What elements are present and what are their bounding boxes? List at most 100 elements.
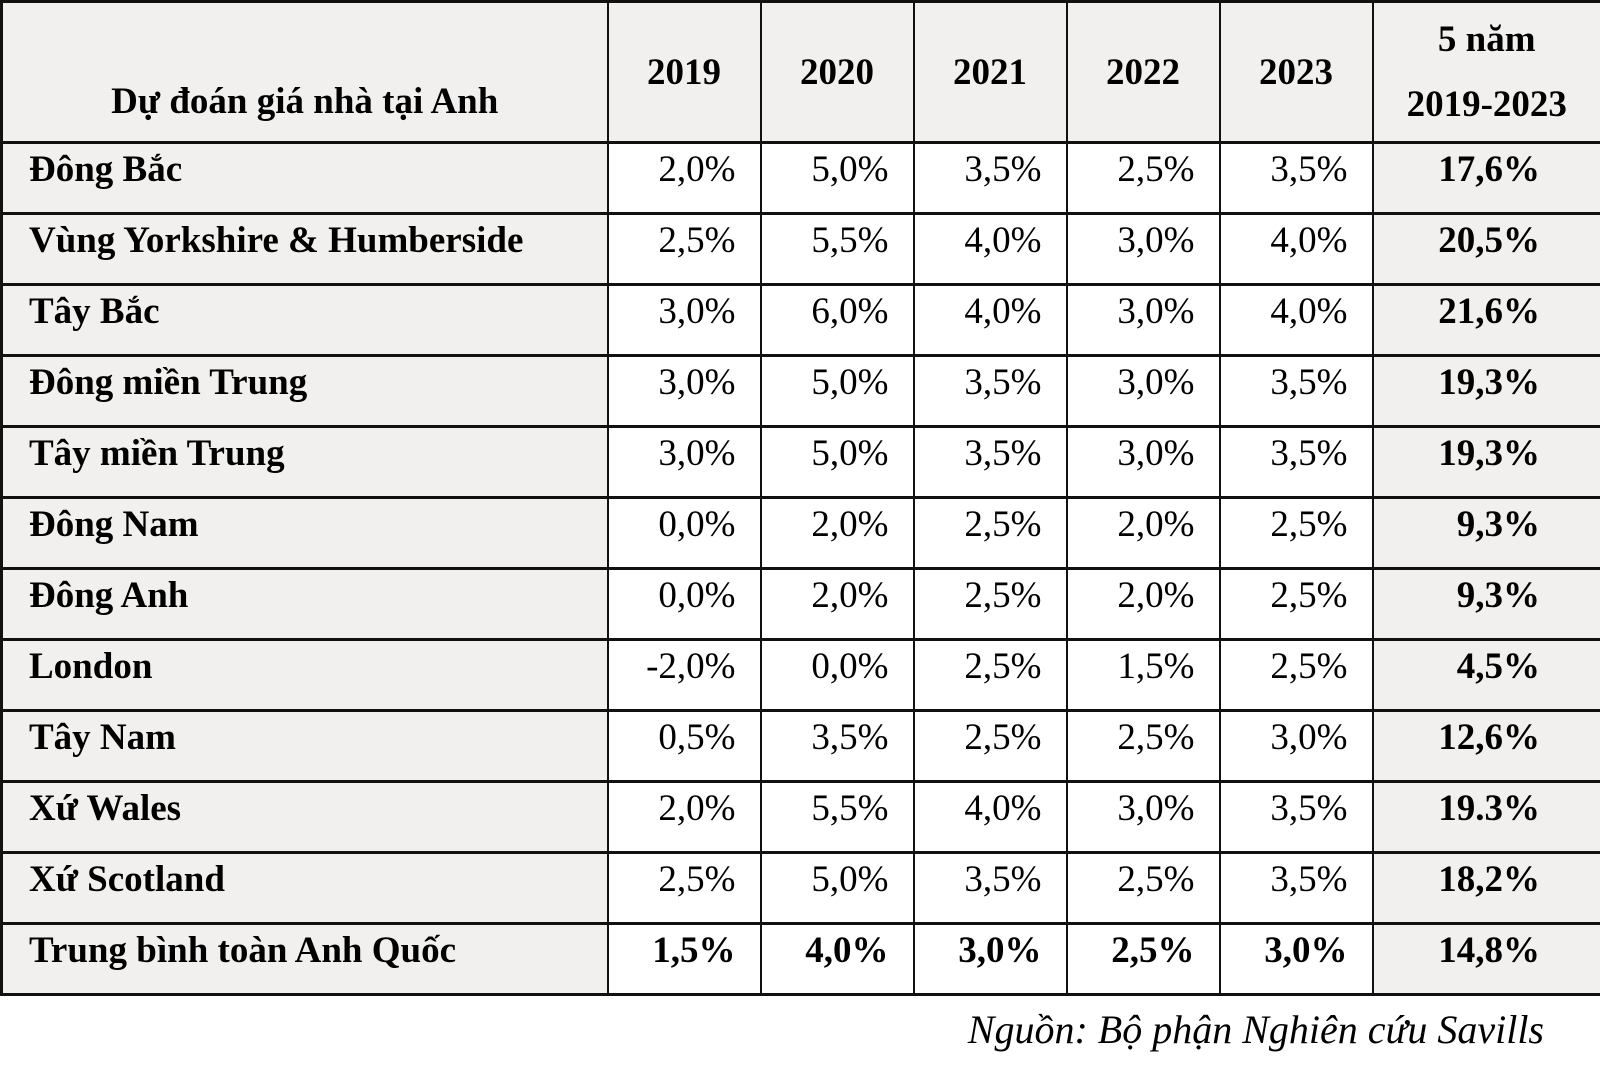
year-value-cell: 2,0% [1065, 567, 1221, 641]
year-value-cell: 4,0% [912, 212, 1068, 286]
year-value-cell: 0,5% [606, 709, 762, 783]
year-value-cell: 3,5% [1218, 851, 1374, 925]
year-value-cell: 3,5% [1218, 141, 1374, 215]
total-header-line1: 5 năm [1437, 19, 1536, 60]
five-year-total-cell: 21,6% [1371, 283, 1600, 357]
five-year-total-cell: 9,3% [1371, 567, 1600, 641]
year-value-cell: 5,0% [759, 354, 915, 428]
year-value-cell: -2,0% [606, 638, 762, 712]
year-value-cell: 4,0% [1218, 283, 1374, 357]
year-header-2021: 2021 [912, 0, 1068, 144]
year-value-cell: 2,0% [606, 780, 762, 854]
year-value-cell: 2,5% [1065, 141, 1221, 215]
year-value-cell: 3,0% [606, 425, 762, 499]
table-row: Xứ Wales 2,0% 5,5% 4,0% 3,0% 3,5% 19.3% [0, 780, 1600, 854]
year-value-cell: 3,5% [1218, 780, 1374, 854]
source-note: Nguồn: Bộ phận Nghiên cứu Savills [967, 1007, 1544, 1052]
year-value-cell: 3,5% [1218, 354, 1374, 428]
year-value-cell: 2,5% [1218, 567, 1374, 641]
year-value-cell: 4,0% [759, 922, 915, 996]
year-value-cell: 2,0% [606, 141, 762, 215]
region-label: Vùng Yorkshire & Humberside [0, 212, 609, 286]
region-label: Tây miền Trung [0, 425, 609, 499]
year-value-cell: 2,5% [912, 709, 1068, 783]
five-year-total-cell: 20,5% [1371, 212, 1600, 286]
region-label: Đông Anh [0, 567, 609, 641]
five-year-total-cell: 4,5% [1371, 638, 1600, 712]
table-row: Xứ Scotland 2,5% 5,0% 3,5% 2,5% 3,5% 18,2% [0, 851, 1600, 925]
five-year-total-cell: 19.3% [1371, 780, 1600, 854]
year-value-cell: 3,0% [606, 283, 762, 357]
year-value-cell: 5,5% [759, 780, 915, 854]
table-row: London -2,0% 0,0% 2,5% 1,5% 2,5% 4,5% [0, 638, 1600, 712]
region-label: Tây Nam [0, 709, 609, 783]
region-label: London [0, 638, 609, 712]
year-value-cell: 3,5% [912, 425, 1068, 499]
year-value-cell: 2,5% [1065, 922, 1221, 996]
table-row: Đông Bắc 2,0% 5,0% 3,5% 2,5% 3,5% 17,6% [0, 141, 1600, 215]
year-value-cell: 2,5% [1065, 709, 1221, 783]
table-row: Tây Bắc 3,0% 6,0% 4,0% 3,0% 4,0% 21,6% [0, 283, 1600, 357]
year-value-cell: 0,0% [606, 567, 762, 641]
five-year-total-cell: 18,2% [1371, 851, 1600, 925]
year-value-cell: 3,0% [1065, 212, 1221, 286]
table-row: Đông Anh 0,0% 2,0% 2,5% 2,0% 2,5% 9,3% [0, 567, 1600, 641]
year-value-cell: 3,5% [912, 851, 1068, 925]
year-value-cell: 2,5% [1218, 638, 1374, 712]
year-value-cell: 3,0% [1065, 425, 1221, 499]
five-year-total-cell: 17,6% [1371, 141, 1600, 215]
five-year-total-cell: 19,3% [1371, 354, 1600, 428]
year-value-cell: 2,5% [606, 212, 762, 286]
region-label: Xứ Wales [0, 780, 609, 854]
year-value-cell: 4,0% [912, 283, 1068, 357]
region-label: Đông Bắc [0, 141, 609, 215]
year-value-cell: 2,5% [912, 638, 1068, 712]
year-value-cell: 2,0% [1065, 496, 1221, 570]
year-value-cell: 1,5% [606, 922, 762, 996]
year-value-cell: 3,0% [912, 922, 1068, 996]
year-value-cell: 2,5% [1218, 496, 1374, 570]
year-value-cell: 2,0% [759, 567, 915, 641]
year-value-cell: 5,0% [759, 425, 915, 499]
five-year-total-cell: 12,6% [1371, 709, 1600, 783]
year-value-cell: 2,0% [759, 496, 915, 570]
five-year-total-cell: 14,8% [1371, 922, 1600, 996]
region-label: Đông Nam [0, 496, 609, 570]
year-value-cell: 3,5% [1218, 425, 1374, 499]
year-value-cell: 2,5% [912, 567, 1068, 641]
year-value-cell: 2,5% [1065, 851, 1221, 925]
year-value-cell: 6,0% [759, 283, 915, 357]
five-year-total-cell: 9,3% [1371, 496, 1600, 570]
region-label: Xứ Scotland [0, 851, 609, 925]
table-title-cell: Dự đoán giá nhà tại Anh [0, 0, 609, 144]
table-row: Tây Nam 0,5% 3,5% 2,5% 2,5% 3,0% 12,6% [0, 709, 1600, 783]
year-value-cell: 3,0% [1218, 922, 1374, 996]
year-value-cell: 3,5% [759, 709, 915, 783]
year-value-cell: 3,0% [1065, 283, 1221, 357]
year-value-cell: 3,0% [1065, 780, 1221, 854]
year-value-cell: 2,5% [606, 851, 762, 925]
year-value-cell: 1,5% [1065, 638, 1221, 712]
table-row: Đông miền Trung 3,0% 5,0% 3,5% 3,0% 3,5% 19,3% [0, 354, 1600, 428]
region-label: Tây Bắc [0, 283, 609, 357]
year-header-2023: 2023 [1218, 0, 1374, 144]
year-value-cell: 0,0% [606, 496, 762, 570]
year-value-cell: 4,0% [1218, 212, 1374, 286]
year-value-cell: 5,0% [759, 141, 915, 215]
year-value-cell: 3,0% [1218, 709, 1374, 783]
year-value-cell: 3,0% [1065, 354, 1221, 428]
table-body: Đông Bắc 2,0% 5,0% 3,5% 2,5% 3,5% 17,6% Vùng Yo… [0, 141, 1600, 996]
year-value-cell: 4,0% [912, 780, 1068, 854]
year-header-2020: 2020 [759, 0, 915, 144]
year-value-cell: 3,5% [912, 354, 1068, 428]
year-value-cell: 5,5% [759, 212, 915, 286]
year-header-2022: 2022 [1065, 0, 1221, 144]
header-row: Dự đoán giá nhà tại Anh 2019 2020 2021 2… [0, 0, 1600, 144]
total-header-line2: 2019-2023 [1406, 84, 1567, 125]
house-price-forecast-table: Dự đoán giá nhà tại Anh 2019 2020 2021 2… [0, 0, 1600, 996]
year-value-cell: 2,5% [912, 496, 1068, 570]
summary-row: Trung bình toàn Anh Quốc 1,5% 4,0% 3,0% 2,5%… [0, 922, 1600, 996]
table-row: Đông Nam 0,0% 2,0% 2,5% 2,0% 2,5% 9,3% [0, 496, 1600, 570]
five-year-total-cell: 19,3% [1371, 425, 1600, 499]
year-value-cell: 5,0% [759, 851, 915, 925]
